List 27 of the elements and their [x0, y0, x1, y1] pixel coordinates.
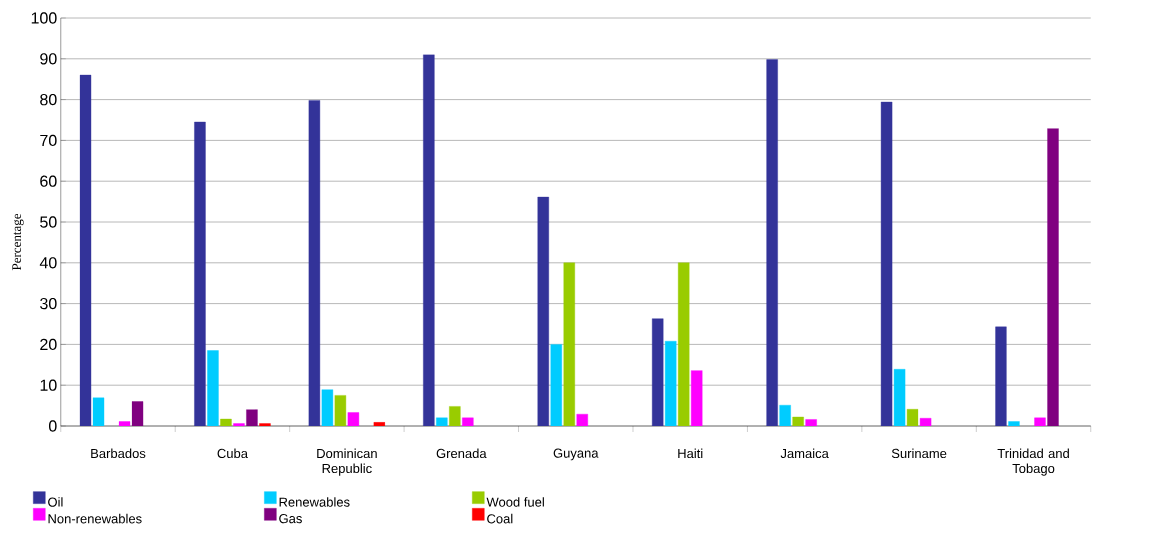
- y-tick-label: 100: [31, 12, 57, 24]
- legend-label: Wood fuel: [486, 497, 544, 507]
- x-tick-label: Suriname: [891, 448, 947, 459]
- legend-label: Non-renewables: [48, 513, 142, 524]
- y-tick-label: 20: [40, 338, 57, 351]
- y-tick-label: 10: [40, 379, 57, 391]
- x-tick-label: Jamaica: [780, 448, 829, 459]
- x-tick-label: Trinidad and Tobago: [997, 448, 1069, 476]
- y-axis-title: Percentage: [12, 213, 24, 271]
- x-tick-label: Grenada: [436, 448, 487, 459]
- y-tick-label: 40: [39, 257, 57, 269]
- x-tick-label: Cuba: [217, 448, 248, 459]
- legend-label: Renewables: [279, 497, 350, 507]
- y-tick-label: 30: [40, 297, 57, 310]
- y-tick-label: 80: [40, 93, 57, 106]
- x-tick-label: Barbados: [91, 448, 146, 459]
- y-tick-label: 70: [40, 134, 57, 147]
- legend-label: Oil: [48, 497, 63, 507]
- legend-label: Coal: [487, 513, 513, 524]
- x-tick-label: Haiti: [678, 448, 703, 459]
- legend-label: Gas: [279, 514, 302, 524]
- y-tick-label: 90: [40, 53, 57, 65]
- y-tick-label: 60: [40, 175, 57, 187]
- y-tick-label: 50: [40, 216, 57, 228]
- x-tick-label: Dominican Republic: [317, 448, 377, 476]
- y-tick-label: 0: [48, 420, 57, 432]
- x-tick-label: Guyana: [553, 448, 599, 461]
